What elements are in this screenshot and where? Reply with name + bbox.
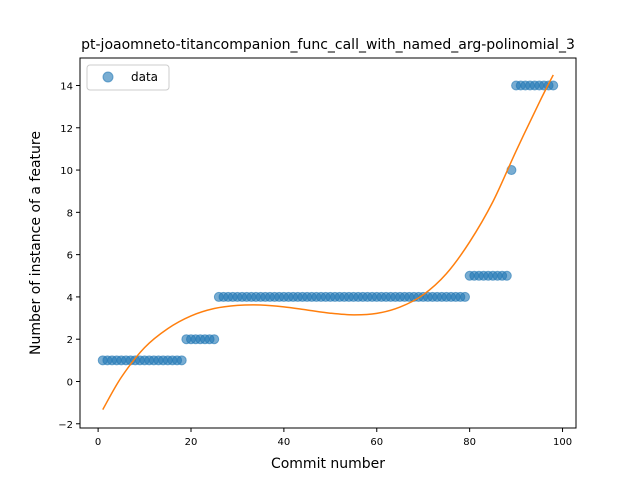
- y-tick-label: 14: [60, 81, 73, 92]
- x-tick-label: 20: [185, 437, 198, 448]
- y-axis: −2 0 2 4 6 8 10 12 14: [58, 81, 80, 431]
- legend-marker-data: [102, 71, 114, 83]
- y-tick-label: 0: [67, 377, 73, 388]
- x-tick-label: 40: [278, 437, 291, 448]
- data-point: [209, 334, 220, 345]
- plot-area: [97, 74, 559, 410]
- x-tick-label: 100: [553, 437, 572, 448]
- data-point: [176, 355, 187, 366]
- y-tick-label: 10: [60, 166, 73, 177]
- y-tick-label: 4: [67, 293, 73, 304]
- data-point: [501, 270, 512, 281]
- y-tick-label: 8: [67, 208, 73, 219]
- data-point: [548, 80, 559, 91]
- x-tick-label: 60: [370, 437, 383, 448]
- y-tick-label: −2: [58, 420, 73, 431]
- y-tick-label: 12: [60, 124, 73, 135]
- legend-label-data: data: [131, 70, 158, 84]
- plot-frame: [79, 57, 577, 429]
- fit-curve-line: [102, 74, 554, 410]
- x-tick-label: 80: [463, 437, 476, 448]
- y-axis-label: Number of instance of a feature: [28, 131, 44, 355]
- x-tick-label: 0: [95, 437, 101, 448]
- y-tick-label: 2: [67, 335, 73, 346]
- legend: data: [86, 64, 170, 91]
- y-tick-label: 6: [67, 251, 73, 262]
- legend-box: [86, 64, 170, 91]
- data-point: [460, 291, 471, 302]
- chart-title: pt-joaomneto-titancompanion_func_call_wi…: [81, 37, 575, 53]
- x-axis: 0 20 40 60 80 100: [95, 428, 572, 448]
- x-axis-label: Commit number: [271, 456, 385, 472]
